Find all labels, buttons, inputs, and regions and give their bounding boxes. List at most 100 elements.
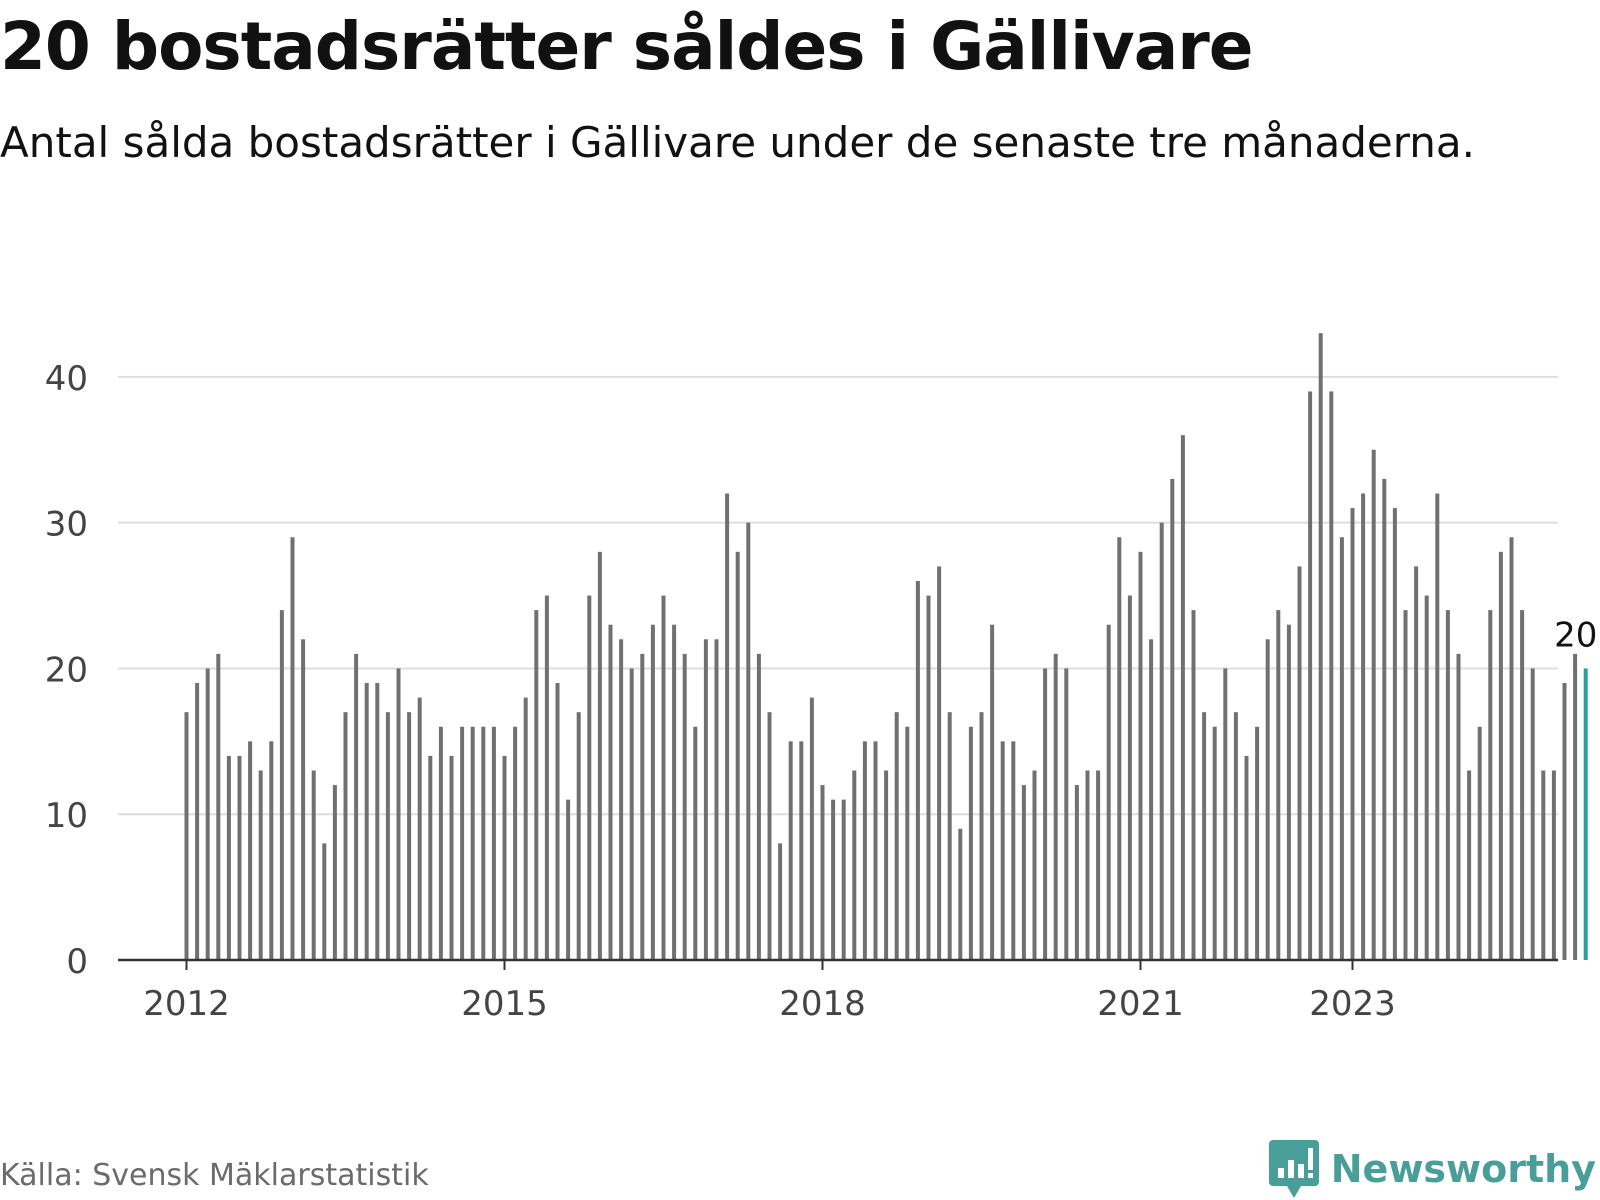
bar xyxy=(566,799,571,960)
bar xyxy=(555,683,560,960)
bar xyxy=(226,755,231,960)
bar xyxy=(258,770,263,960)
bar xyxy=(1286,624,1291,960)
chart-title: 20 bostadsrätter såldes i Gällivare xyxy=(0,8,1254,85)
bar xyxy=(1520,610,1525,960)
bar xyxy=(1403,610,1408,960)
bar xyxy=(354,653,359,960)
bar xyxy=(1573,653,1578,960)
bar xyxy=(587,595,592,960)
bar xyxy=(756,653,761,960)
bar xyxy=(385,712,390,960)
bar xyxy=(322,843,327,960)
bar xyxy=(1085,770,1090,960)
bar xyxy=(279,610,284,960)
bar xyxy=(1043,668,1048,960)
bar xyxy=(1244,755,1249,960)
y-tick-label: 30 xyxy=(45,505,88,545)
bar xyxy=(650,624,655,960)
bar xyxy=(481,726,486,960)
bar xyxy=(1223,668,1228,960)
bar xyxy=(1297,566,1302,960)
x-tick-label: 2012 xyxy=(143,984,230,1024)
bar xyxy=(438,726,443,960)
bar-highlight xyxy=(1583,668,1588,960)
bar xyxy=(1096,770,1101,960)
bar xyxy=(1530,668,1535,960)
bar xyxy=(841,799,846,960)
bar xyxy=(343,712,348,960)
bar xyxy=(640,653,645,960)
bar xyxy=(1053,653,1058,960)
bar xyxy=(852,770,857,960)
bar xyxy=(937,566,942,960)
bar xyxy=(619,639,624,960)
bar xyxy=(608,624,613,960)
bar xyxy=(491,726,496,960)
bar xyxy=(661,595,666,960)
newsworthy-logo-icon xyxy=(1268,1140,1319,1198)
bar xyxy=(375,683,380,960)
bar xyxy=(1265,639,1270,960)
brand: Newsworthy xyxy=(1268,1140,1596,1198)
bar xyxy=(884,770,889,960)
bar xyxy=(958,828,963,960)
bar xyxy=(831,799,836,960)
bar xyxy=(597,551,602,960)
bar xyxy=(1074,785,1079,960)
bar xyxy=(460,726,465,960)
bar xyxy=(513,726,518,960)
bar xyxy=(1011,741,1016,960)
bar xyxy=(915,580,920,960)
bar xyxy=(725,493,730,960)
chart-subtitle: Antal sålda bostadsrätter i Gällivare un… xyxy=(0,118,1476,167)
bar xyxy=(407,712,412,960)
y-tick-label: 0 xyxy=(66,942,88,982)
bar xyxy=(248,741,253,960)
bar xyxy=(735,551,740,960)
bar xyxy=(1106,624,1111,960)
bar xyxy=(1509,537,1514,960)
bar xyxy=(1477,726,1482,960)
bar xyxy=(629,668,634,960)
bar xyxy=(576,712,581,960)
bar xyxy=(947,712,952,960)
bar xyxy=(703,639,708,960)
bar xyxy=(1000,741,1005,960)
bar xyxy=(693,726,698,960)
value-annotation: 20 xyxy=(1554,615,1597,655)
bar xyxy=(1424,595,1429,960)
bar xyxy=(778,843,783,960)
bar xyxy=(1562,683,1567,960)
y-tick-label: 20 xyxy=(45,650,88,690)
bar xyxy=(1170,478,1175,960)
bar xyxy=(714,639,719,960)
bar xyxy=(1361,493,1366,960)
bar xyxy=(1467,770,1472,960)
bar xyxy=(449,755,454,960)
bar xyxy=(968,726,973,960)
bar xyxy=(184,712,189,960)
bar xyxy=(1276,610,1281,960)
bar xyxy=(1371,449,1376,960)
bar xyxy=(1329,391,1334,960)
bar xyxy=(1021,785,1026,960)
bar xyxy=(237,755,242,960)
bar xyxy=(1339,537,1344,960)
bar xyxy=(1127,595,1132,960)
bar xyxy=(767,712,772,960)
bar xyxy=(1488,610,1493,960)
bar xyxy=(820,785,825,960)
bar xyxy=(788,741,793,960)
bar xyxy=(746,522,751,960)
bar xyxy=(1138,551,1143,960)
bar xyxy=(809,697,814,960)
bar xyxy=(1308,391,1313,960)
bar xyxy=(1191,610,1196,960)
brand-name: Newsworthy xyxy=(1330,1147,1596,1191)
x-tick-label: 2023 xyxy=(1309,984,1396,1024)
bar xyxy=(1435,493,1440,960)
bar xyxy=(502,755,507,960)
bar xyxy=(1064,668,1069,960)
